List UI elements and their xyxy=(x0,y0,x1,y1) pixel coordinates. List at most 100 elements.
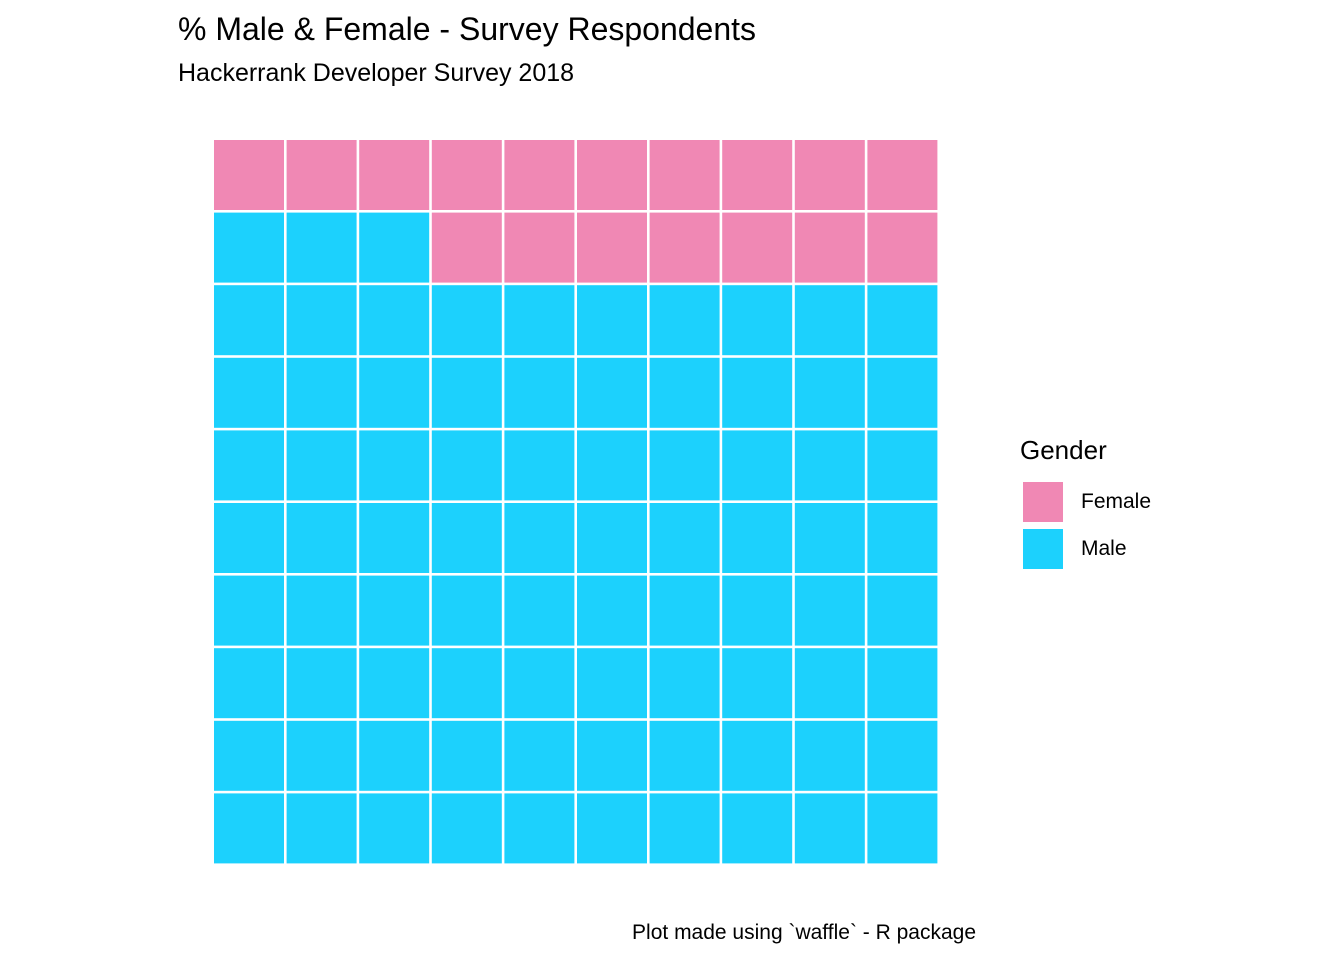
waffle-cell-male xyxy=(504,357,575,428)
waffle-cell-male xyxy=(649,430,720,501)
waffle-cell-female xyxy=(577,140,647,210)
chart-title: % Male & Female - Survey Respondents xyxy=(178,11,757,47)
waffle-cell-female xyxy=(431,140,502,210)
waffle-cell-male xyxy=(359,720,430,791)
waffle-cell-male xyxy=(359,212,430,283)
waffle-cell-female xyxy=(504,140,575,210)
waffle-cell-male xyxy=(504,503,575,573)
waffle-cell-male xyxy=(722,648,793,719)
waffle-cell-male xyxy=(722,793,793,864)
waffle-cell-male xyxy=(577,285,647,356)
waffle-cell-male xyxy=(286,430,357,501)
waffle-cell-male xyxy=(431,648,502,719)
waffle-cell-male xyxy=(431,357,502,428)
waffle-cell-male xyxy=(867,648,938,719)
waffle-cell-male xyxy=(286,575,357,646)
waffle-cell-female xyxy=(722,212,793,283)
legend-label-male: Male xyxy=(1081,536,1127,560)
waffle-cell-male xyxy=(359,503,430,573)
legend: Gender Female Male xyxy=(1020,432,1151,572)
waffle-cell-male xyxy=(722,357,793,428)
legend-label-female: Female xyxy=(1081,489,1152,513)
waffle-cell-male xyxy=(794,285,865,356)
waffle-cell-female xyxy=(722,140,793,210)
chart-caption: Plot made using `waffle` - R package xyxy=(632,921,976,944)
waffle-cell-male xyxy=(431,575,502,646)
waffle-cell-male xyxy=(867,720,938,791)
waffle-cell-male xyxy=(794,793,865,864)
waffle-cell-male xyxy=(214,212,284,283)
waffle-cell-male xyxy=(577,575,647,646)
waffle-cell-male xyxy=(794,575,865,646)
waffle-cell-male xyxy=(722,575,793,646)
legend-title: Gender xyxy=(1020,435,1107,465)
legend-key-female xyxy=(1023,481,1063,522)
waffle-cell-male xyxy=(722,430,793,501)
legend-key-male xyxy=(1023,528,1063,569)
waffle-cell-male xyxy=(359,285,430,356)
waffle-cell-male xyxy=(286,720,357,791)
waffle-cell-female xyxy=(649,140,720,210)
waffle-cell-male xyxy=(577,793,647,864)
waffle-cell-female xyxy=(649,212,720,283)
waffle-cell-male xyxy=(286,212,357,283)
legend-item-male: Male xyxy=(1020,525,1151,572)
waffle-cell-male xyxy=(867,575,938,646)
waffle-cell-male xyxy=(359,357,430,428)
waffle-cell-male xyxy=(649,575,720,646)
waffle-cell-male xyxy=(431,720,502,791)
waffle-cell-male xyxy=(214,430,284,501)
waffle-cell-male xyxy=(649,285,720,356)
waffle-cell-female xyxy=(359,140,430,210)
waffle-cell-male xyxy=(214,648,284,719)
waffle-cell-male xyxy=(722,503,793,573)
waffle-cell-male xyxy=(504,430,575,501)
waffle-cell-male xyxy=(286,648,357,719)
waffle-cell-male xyxy=(431,503,502,573)
waffle-cell-male xyxy=(722,285,793,356)
waffle-cell-male xyxy=(504,793,575,864)
waffle-cell-male xyxy=(867,357,938,428)
waffle-cell-male xyxy=(431,430,502,501)
waffle-cell-female xyxy=(431,212,502,283)
waffle-cell-male xyxy=(577,357,647,428)
waffle-cell-male xyxy=(794,503,865,573)
waffle-cell-female xyxy=(794,212,865,283)
chart-subtitle: Hackerrank Developer Survey 2018 xyxy=(178,59,575,87)
waffle-cell-female xyxy=(214,140,284,210)
waffle-cell-male xyxy=(649,793,720,864)
waffle-cell-male xyxy=(577,648,647,719)
waffle-cell-male xyxy=(504,285,575,356)
waffle-cell-male xyxy=(794,430,865,501)
waffle-cell-male xyxy=(214,357,284,428)
waffle-cell-male xyxy=(214,720,284,791)
waffle-cell-male xyxy=(286,793,357,864)
waffle-cell-male xyxy=(504,575,575,646)
waffle-cell-male xyxy=(794,720,865,791)
waffle-cell-male xyxy=(867,503,938,573)
waffle-cell-male xyxy=(794,357,865,428)
waffle-cell-female xyxy=(504,212,575,283)
waffle-cell-male xyxy=(577,720,647,791)
waffle-cell-male xyxy=(359,793,430,864)
waffle-cell-male xyxy=(214,503,284,573)
waffle-cell-male xyxy=(286,503,357,573)
waffle-cell-male xyxy=(359,430,430,501)
waffle-cell-female xyxy=(577,212,647,283)
waffle-cell-male xyxy=(214,285,284,356)
waffle-cell-male xyxy=(431,285,502,356)
waffle-cell-male xyxy=(504,648,575,719)
waffle-cell-male xyxy=(359,575,430,646)
waffle-cell-male xyxy=(431,793,502,864)
waffle-cell-male xyxy=(649,357,720,428)
waffle-cell-male xyxy=(722,720,793,791)
waffle-cell-male xyxy=(649,720,720,791)
waffle-cell-male xyxy=(577,430,647,501)
waffle-cell-male xyxy=(649,648,720,719)
waffle-cell-female xyxy=(867,212,938,283)
waffle-cell-male xyxy=(649,503,720,573)
waffle-cell-male xyxy=(794,648,865,719)
waffle-cell-male xyxy=(286,285,357,356)
waffle-cell-female xyxy=(794,140,865,210)
